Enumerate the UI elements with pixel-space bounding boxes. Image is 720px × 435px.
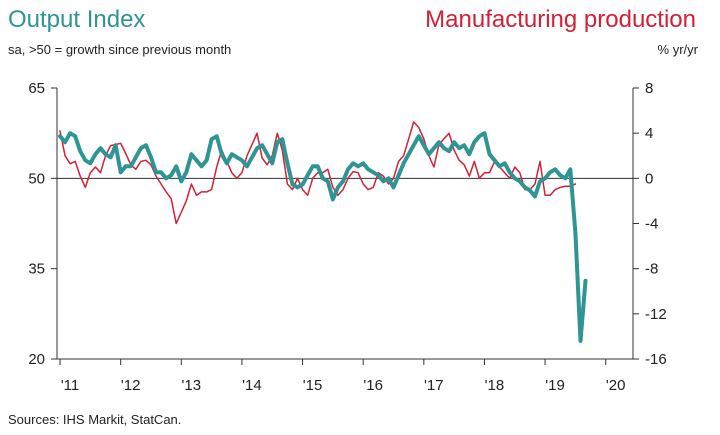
left-tick-label: 50 xyxy=(28,170,45,187)
right-tick-label: 8 xyxy=(645,80,653,97)
source-note: Sources: IHS Markit, StatCan. xyxy=(8,412,182,427)
left-tick-label: 65 xyxy=(28,80,45,97)
right-tick-label: 0 xyxy=(645,170,653,187)
x-tick-label: '17 xyxy=(424,377,444,394)
right-tick-label: -4 xyxy=(645,216,658,233)
left-tick-label: 20 xyxy=(28,351,45,368)
x-tick-label: '11 xyxy=(61,377,79,394)
right-tick-label: 4 xyxy=(645,125,653,142)
right-tick-label: -12 xyxy=(645,306,667,323)
x-tick-label: '18 xyxy=(485,377,505,394)
x-tick-label: '16 xyxy=(363,377,383,394)
left-axis-title: Output Index xyxy=(8,6,146,33)
output-index-line xyxy=(58,131,588,343)
x-tick-label: '15 xyxy=(303,377,323,394)
x-tick-label: '19 xyxy=(545,377,565,394)
x-tick-label: '14 xyxy=(242,377,262,394)
left-tick-label: 35 xyxy=(28,261,45,278)
left-axis-subtitle: sa, >50 = growth since previous month xyxy=(8,42,232,57)
manufacturing-production-line xyxy=(59,121,577,225)
x-tick-label: '20 xyxy=(606,377,626,394)
x-tick-label: '13 xyxy=(182,377,202,394)
right-tick-label: -16 xyxy=(645,351,667,368)
x-tick-label: '12 xyxy=(121,377,141,394)
right-axis-title: Manufacturing production xyxy=(425,6,696,33)
right-axis-unit: % yr/yr xyxy=(657,42,698,57)
right-tick-label: -8 xyxy=(645,261,658,278)
